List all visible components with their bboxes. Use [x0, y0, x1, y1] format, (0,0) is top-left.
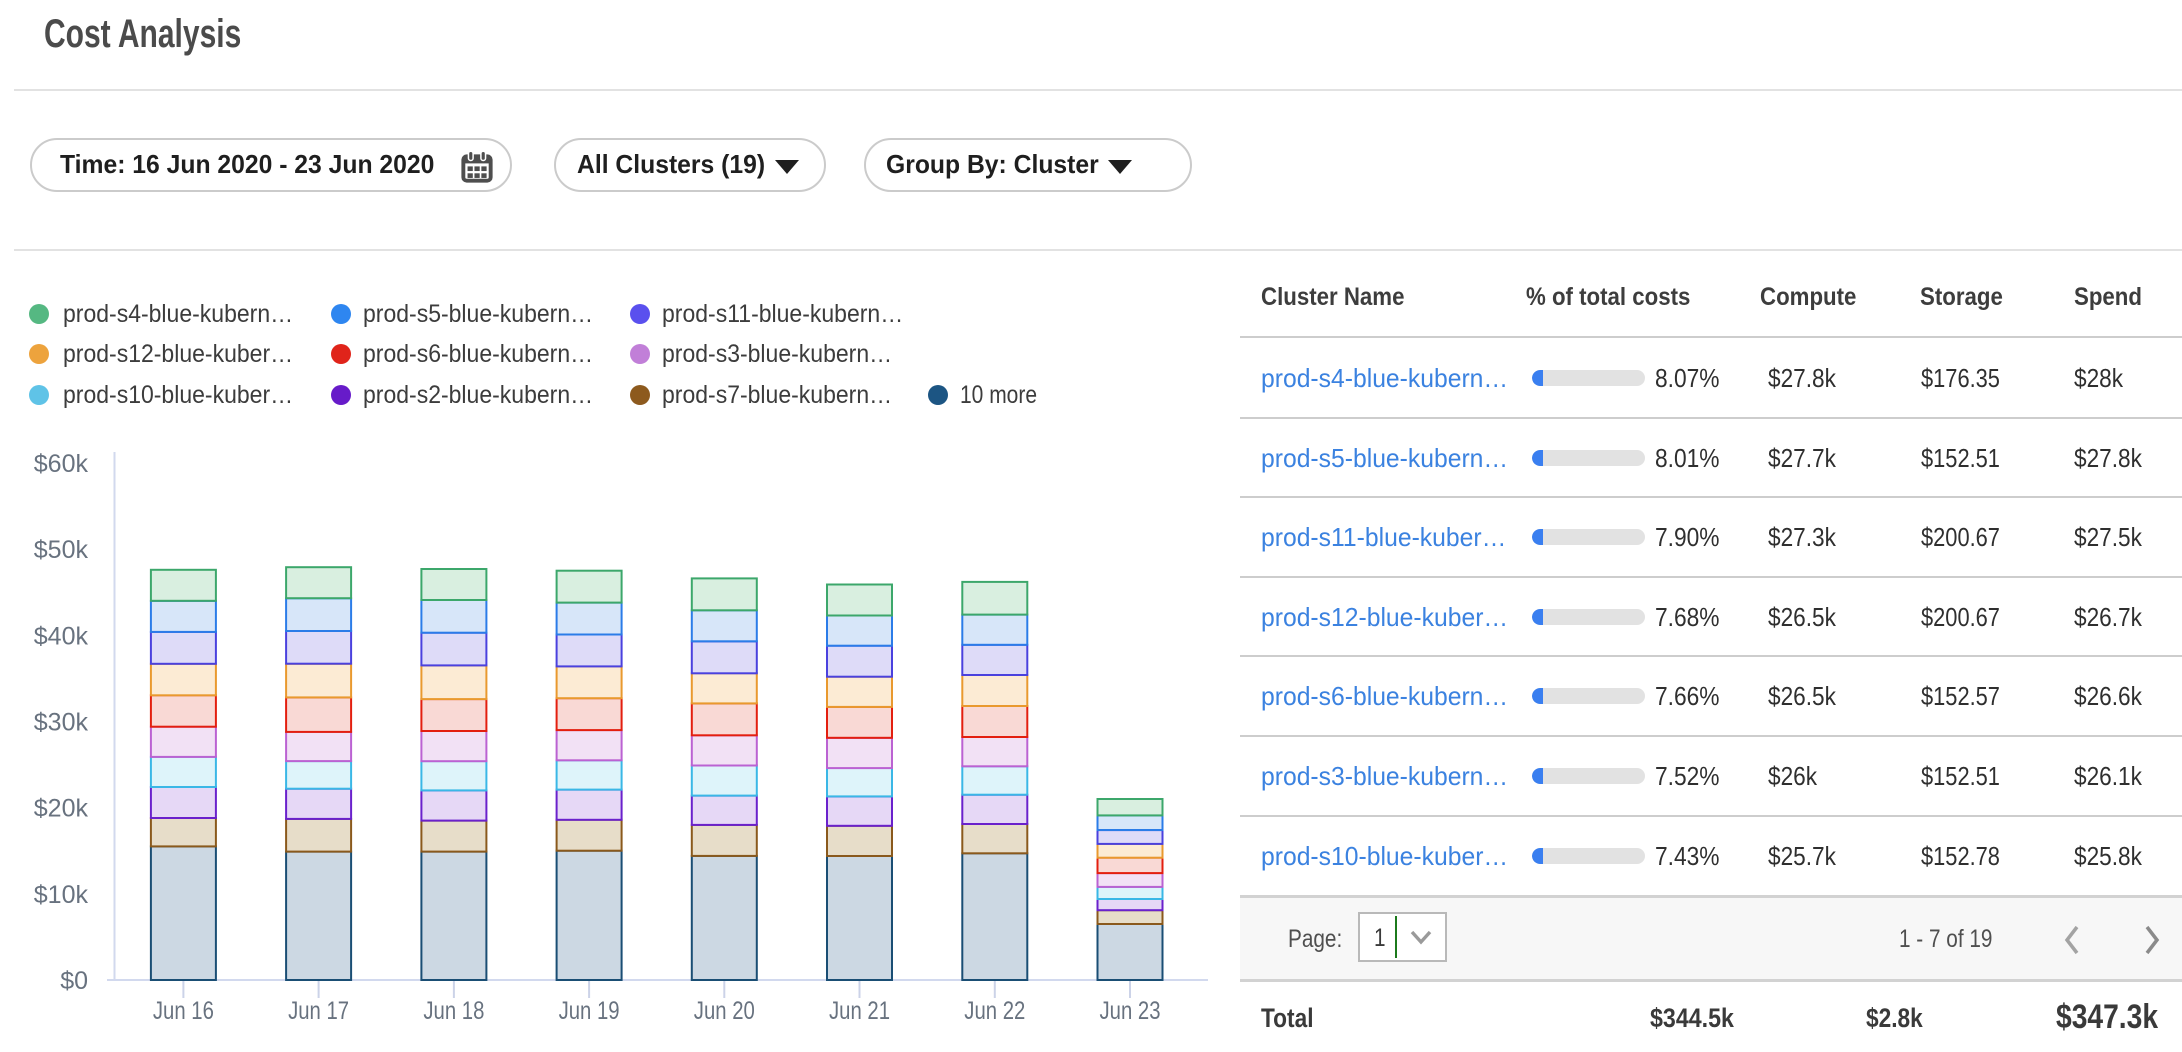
svg-text:Jun 21: Jun 21 — [829, 997, 890, 1025]
svg-text:$20k: $20k — [34, 795, 89, 823]
svg-text:Jun 20: Jun 20 — [694, 997, 755, 1025]
svg-text:$40k: $40k — [34, 622, 89, 650]
svg-text:Jun 23: Jun 23 — [1100, 997, 1161, 1025]
svg-text:Jun 16: Jun 16 — [153, 997, 214, 1025]
svg-text:Jun 19: Jun 19 — [559, 997, 620, 1025]
svg-text:$50k: $50k — [34, 536, 89, 564]
svg-text:$0: $0 — [60, 967, 88, 995]
svg-text:$30k: $30k — [34, 709, 89, 737]
svg-text:$10k: $10k — [34, 881, 89, 909]
svg-text:Jun 18: Jun 18 — [423, 997, 484, 1025]
svg-text:Jun 17: Jun 17 — [288, 997, 349, 1025]
svg-text:$60k: $60k — [34, 450, 89, 478]
svg-text:Jun 22: Jun 22 — [964, 997, 1025, 1025]
